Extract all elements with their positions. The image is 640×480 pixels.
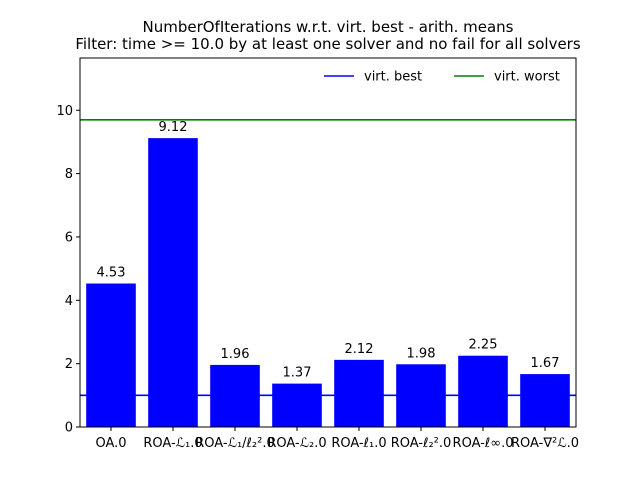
bar-value-label: 1.98	[407, 346, 436, 361]
bar	[148, 138, 198, 427]
x-tick-label: ROA-ℒ₁/ℓ₂².0	[195, 436, 275, 451]
x-tick-label: ROA-ℓ₂².0	[391, 436, 452, 451]
plot-area: 4.53 OA.0 9.12 ROA-ℒ₁.0 1.96 ROA-ℒ₁/ℓ₂².0 1.37…	[56, 57, 579, 451]
y-tick-label: 6	[65, 230, 73, 245]
legend-label: virt. best	[364, 70, 422, 85]
legend-label: virt. worst	[494, 70, 560, 85]
bar-value-label: 1.67	[531, 356, 560, 371]
bar	[334, 359, 384, 427]
y-tick-label: 0	[65, 421, 73, 436]
bar	[86, 283, 136, 427]
bar-value-label: 9.12	[159, 120, 188, 135]
x-tick-label: ROA-∇²ℒ.0	[511, 436, 579, 451]
x-tick-label: ROA-ℒ₂.0	[267, 436, 326, 451]
x-tick-label: ROA-ℓ₁.0	[331, 436, 386, 451]
bar	[458, 355, 508, 427]
axes-frame	[79, 57, 577, 428]
bar-value-label: 1.37	[283, 366, 312, 381]
bar-value-label: 1.96	[221, 347, 250, 362]
y-tick-label: 10	[56, 104, 73, 119]
bar-value-label: 4.53	[97, 266, 126, 281]
chart-subtitle: Filter: time >= 10.0 by at least one sol…	[75, 35, 581, 53]
y-tick-label: 4	[65, 294, 73, 309]
bar-value-label: 2.25	[469, 338, 498, 353]
bar	[272, 383, 322, 427]
y-tick-label: 8	[65, 167, 73, 182]
x-tick-label: ROA-ℓ∞.0	[453, 436, 514, 451]
x-tick-label: ROA-ℒ₁.0	[143, 436, 202, 451]
chart-title: NumberOfIterations w.r.t. virt. best - a…	[142, 18, 513, 36]
y-tick-label: 2	[65, 357, 73, 372]
x-tick-label: OA.0	[95, 436, 126, 451]
bar-value-label: 2.12	[345, 342, 374, 357]
bar	[520, 374, 570, 427]
